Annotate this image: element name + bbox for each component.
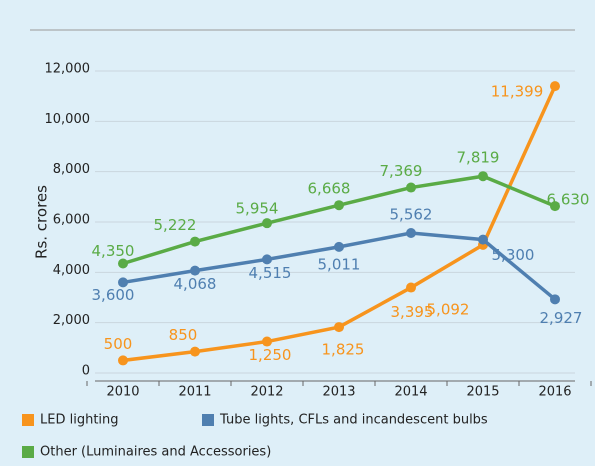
x-tick-label: 2013	[322, 385, 355, 400]
value-label: 500	[104, 335, 133, 353]
legend-label: Tube lights, CFLs and incandescent bulbs	[219, 413, 488, 428]
point	[262, 218, 272, 229]
value-label: 3,395	[391, 303, 434, 321]
point	[118, 355, 128, 366]
point	[406, 282, 416, 293]
point	[118, 258, 128, 269]
point	[190, 236, 200, 247]
point	[262, 336, 272, 347]
point	[550, 81, 560, 92]
point	[118, 277, 128, 288]
value-label: 5,562	[390, 206, 433, 224]
value-label: 5,954	[236, 200, 279, 218]
value-label: 6,630	[547, 191, 590, 209]
point	[406, 182, 416, 193]
point	[478, 234, 488, 245]
y-tick-label: 2,000	[53, 313, 90, 328]
value-label: 5,222	[154, 216, 197, 234]
value-label: 1,825	[322, 341, 365, 359]
point	[334, 322, 344, 333]
y-tick-label: 0	[82, 364, 90, 379]
value-label: 5,092	[427, 300, 470, 318]
value-label: 5,300	[492, 246, 535, 264]
value-label: 850	[169, 326, 198, 344]
point	[190, 346, 200, 357]
point	[478, 171, 488, 182]
y-tick-label: 6,000	[53, 213, 90, 228]
x-tick-label: 2012	[250, 385, 283, 400]
point	[406, 228, 416, 239]
legend-label: Other (Luminaires and Accessories)	[40, 445, 271, 460]
x-tick-label: 2016	[538, 385, 571, 400]
value-label: 2,927	[540, 309, 583, 327]
value-label: 1,250	[249, 346, 292, 364]
y-tick-label: 12,000	[45, 62, 91, 77]
value-label: 4,350	[92, 242, 135, 260]
y-tick-label: 4,000	[53, 263, 90, 278]
point	[334, 241, 344, 252]
x-tick-label: 2010	[106, 385, 139, 400]
point	[550, 294, 560, 305]
value-label: 11,399	[491, 83, 544, 101]
value-label: 7,819	[457, 149, 500, 167]
x-tick-label: 2011	[178, 385, 211, 400]
point	[550, 201, 560, 212]
value-label: 4,068	[174, 275, 217, 293]
value-label: 3,600	[92, 286, 135, 304]
legend-swatch	[22, 414, 34, 426]
value-label: 6,668	[308, 180, 351, 198]
y-tick-label: 10,000	[45, 112, 91, 127]
value-label: 7,369	[380, 162, 423, 180]
x-tick-label: 2015	[466, 385, 499, 400]
x-tick-label: 2014	[394, 385, 427, 400]
legend-swatch	[202, 414, 214, 426]
y-axis-title: Rs. crores	[33, 185, 51, 259]
point	[262, 254, 272, 265]
y-tick-label: 8,000	[53, 162, 90, 177]
value-label: 5,011	[318, 255, 361, 273]
point	[190, 265, 200, 276]
legend-swatch	[22, 446, 34, 458]
legend-label: LED lighting	[40, 413, 119, 428]
value-label: 4,515	[249, 264, 292, 282]
point	[334, 200, 344, 211]
